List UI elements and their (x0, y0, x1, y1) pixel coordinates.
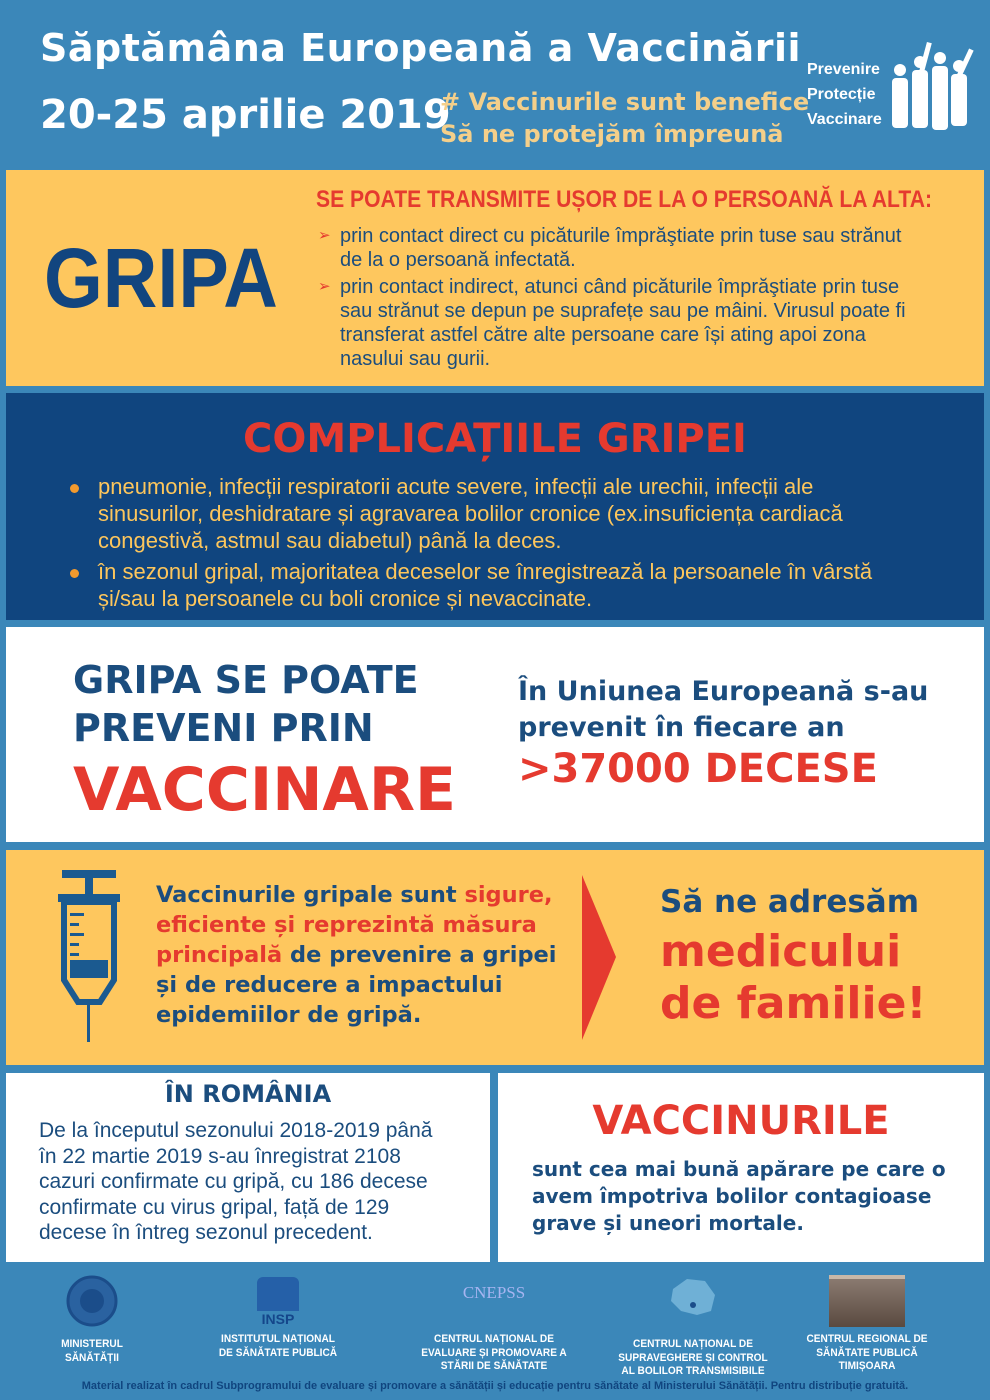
deaths-prevented: >37000 DECESE (518, 746, 878, 792)
doctor-call: Să ne adresăm (660, 884, 920, 920)
line: pneumonie, infecții respiratorii acute s… (98, 474, 814, 499)
text: și de reducere a impactului (156, 972, 503, 998)
romania-text: De la începutul sezonului 2018-2019 până… (39, 1118, 432, 1246)
romania-map-icon (671, 1279, 715, 1315)
campaign-title: Săptămâna Europeană a Vaccinării (40, 26, 801, 70)
line: INSTITUTUL NAȚIONAL (221, 1333, 335, 1345)
complications-list: pneumonie, infecții respiratorii acute s… (70, 473, 950, 616)
logo-cnepss: CNEPSS CENTRUL NAȚIONAL DE EVALUARE ȘI PR… (399, 1275, 589, 1374)
family-doctor: medicului de familie! (660, 926, 927, 1030)
line: sau strănut se depun pe suprafețe sau pe… (340, 300, 906, 322)
bullet-icon (70, 569, 79, 578)
flu-transmission-panel (6, 170, 984, 386)
text: Vaccinurile gripale sunt (156, 882, 465, 908)
line: prevenit în fiecare an (518, 712, 845, 743)
prevention-panel (6, 627, 984, 842)
vaccinurile-panel (498, 1073, 984, 1262)
keyword: Vaccinare (807, 111, 882, 128)
line: transferat astfel către alte persoane ca… (340, 324, 866, 346)
hashtag-line: Să ne protejăm împreună (440, 120, 784, 148)
line: prin contact indirect, atunci când picăt… (340, 276, 900, 298)
line: MINISTERUL (61, 1338, 123, 1350)
logo-insp: INSP INSTITUTUL NAȚIONAL DE SĂNĂTATE PUBL… (183, 1275, 373, 1360)
line: prin contact direct cu picăturile împrăş… (340, 225, 902, 247)
line: congestivă, astmul sau diabetul) până la… (98, 528, 562, 553)
people-icon (892, 41, 974, 130)
line: de la o persoană infectată. (340, 249, 576, 271)
line: DE SĂNĂTATE PUBLICĂ (218, 1346, 338, 1359)
line: TIMIȘOARA (838, 1360, 896, 1372)
complications-panel (6, 393, 984, 620)
line: în 22 martie 2019 s-au înregistrat 2108 (39, 1144, 401, 1168)
text: principală (156, 942, 283, 968)
line: decese în întreg sezonul precedent. (39, 1221, 373, 1244)
line: EVALUARE ȘI PROMOVARE A (421, 1346, 567, 1359)
line: SĂNĂTATE PUBLICĂ (816, 1346, 918, 1359)
transmission-title: SE POATE TRANSMITE UȘOR DE LA O PERSOANĂ… (316, 186, 933, 213)
keyword: Protecție (807, 86, 876, 103)
romania-panel (6, 1073, 490, 1262)
logo-text: INSP (261, 1311, 295, 1327)
prevention-heading: GRIPA SE POATE PREVENI PRIN (73, 656, 419, 752)
line: SUPRAVEGHERE ȘI CONTROL (618, 1351, 768, 1364)
list-item: ➢ prin contact indirect, atunci când pică… (316, 275, 906, 371)
list-item: pneumonie, infecții respiratorii acute s… (70, 473, 950, 554)
list-item: ➢ prin contact direct cu picăturile împră… (316, 224, 906, 272)
line: și/sau la persoanele cu boli cronice și … (98, 586, 593, 611)
line: avem împotriva bolilor contagioase (532, 1184, 932, 1208)
line: grave și uneori mortale. (532, 1211, 804, 1235)
bullet-icon (70, 484, 79, 493)
vaccines-panel (6, 850, 984, 1065)
line: De la începutul sezonului 2018-2019 până (39, 1119, 433, 1142)
line: AL BOLILOR TRANSMISIBILE (621, 1365, 765, 1377)
line: în sezonul gripal, majoritatea deceselor… (98, 559, 873, 584)
romania-title: ÎN ROMÂNIA (164, 1080, 332, 1108)
logo-text: CNEPSS (462, 1283, 526, 1302)
vaccines-statement: Vaccinurile gripale sunt sigure, eficien… (156, 880, 557, 1030)
line: medicului (660, 926, 902, 977)
text: epidemiilor de gripă. (156, 1002, 422, 1028)
hashtag-line: # Vaccinurile sunt benefice (440, 88, 810, 116)
complications-title: COMPLICAȚIILE GRIPEI (243, 416, 747, 462)
line: STĂRII DE SĂNĂTATE (440, 1360, 548, 1372)
line: cazuri confirmate cu gripă, cu 186 deces… (39, 1170, 428, 1193)
line: CENTRUL REGIONAL DE (806, 1333, 928, 1345)
text: eficiente și reprezintă măsura (156, 912, 537, 938)
line: nasului sau gurii. (340, 348, 491, 370)
line: PREVENI PRIN (73, 706, 374, 750)
text: sigure, (464, 882, 553, 908)
arrow-right-icon (582, 875, 616, 1040)
transmission-list: ➢ prin contact direct cu picăturile împră… (316, 224, 906, 374)
footer-note: Material realizat în cadrul Subprogramul… (81, 1380, 909, 1392)
line: În Uniunea Europeană s-au (518, 676, 929, 707)
logo-crsp-timisoara: CENTRUL REGIONAL DE SĂNĂTATE PUBLICĂ TIMIȘ… (772, 1275, 962, 1374)
ministry-seal-icon (66, 1275, 118, 1327)
arrow-bullet-icon: ➢ (318, 227, 331, 244)
keyword: Prevenire (807, 61, 880, 78)
building-photo (829, 1275, 905, 1327)
line: CENTRUL NAȚIONAL DE (633, 1338, 753, 1350)
vaccination-highlight: VACCINARE (73, 755, 457, 825)
line: sinusurilor, deshidratare și agravarea b… (98, 501, 843, 526)
logo-ministry: MINISTERUL SĂNĂTĂȚII (0, 1275, 187, 1365)
arrow-bullet-icon: ➢ (318, 278, 331, 295)
line: de familie! (660, 978, 927, 1029)
hashtag: # Vaccinurile sunt benefice Să ne protejă… (440, 86, 809, 150)
line: sunt cea mai bună apărare pe care o (532, 1157, 946, 1181)
text: de prevenire a gripei (282, 942, 557, 968)
line: CENTRUL NAȚIONAL DE (434, 1333, 554, 1345)
logo-cnscbt: CENTRUL NAȚIONAL DE SUPRAVEGHERE ȘI CONTR… (598, 1275, 788, 1379)
syringe-icon (58, 870, 120, 1042)
line: SĂNĂTĂȚII (65, 1351, 119, 1364)
line: GRIPA SE POATE (73, 658, 419, 702)
vaccinurile-title: VACCINURILE (592, 1098, 890, 1144)
eu-statement: În Uniunea Europeană s-au prevenit în fie… (518, 674, 928, 746)
list-item: în sezonul gripal, majoritatea deceselor… (70, 558, 950, 612)
campaign-dates: 20-25 aprilie 2019 (40, 92, 451, 138)
insp-logo-icon: INSP (183, 1275, 373, 1327)
campaign-keywords: Prevenire Protecție Vaccinare (807, 57, 882, 132)
flu-heading: GRIPA (44, 231, 278, 325)
vaccinurile-text: sunt cea mai bună apărare pe care o avem … (532, 1156, 946, 1237)
line: confirmate cu virus gripal, față de 129 (39, 1195, 390, 1219)
